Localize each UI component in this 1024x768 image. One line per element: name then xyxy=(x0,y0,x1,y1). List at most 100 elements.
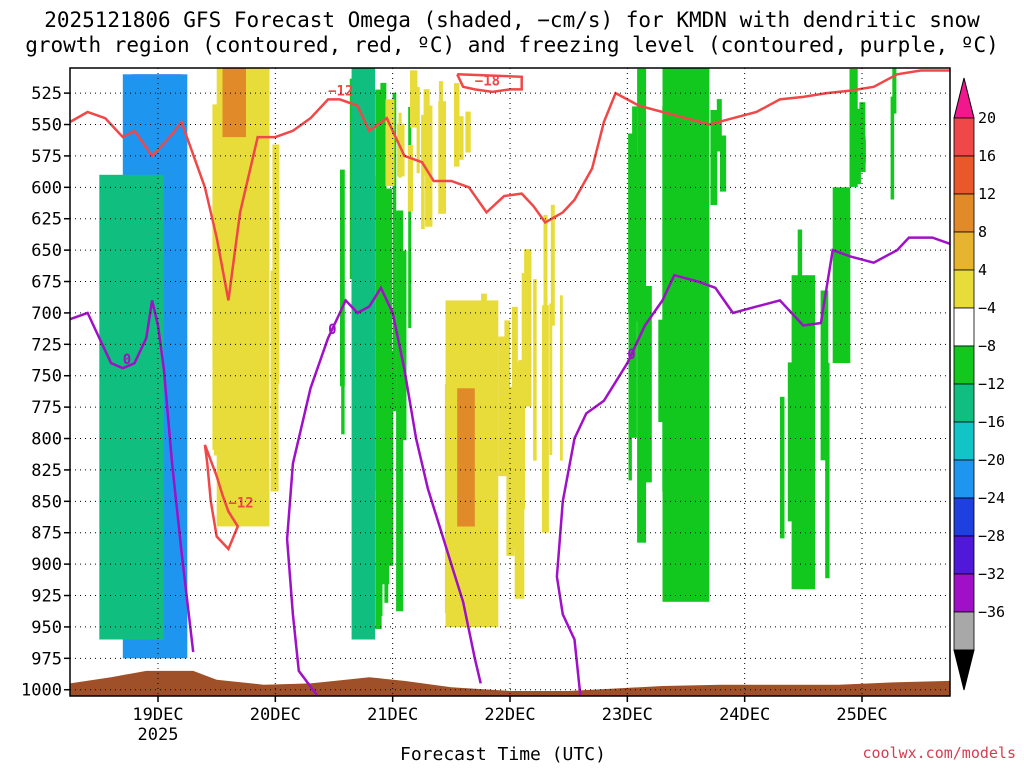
colorbar-label: −24 xyxy=(978,489,1005,507)
y-tick-label: 975 xyxy=(31,649,62,669)
colorbar-swatch xyxy=(953,307,975,347)
y-tick-label: 700 xyxy=(31,304,62,324)
omega-streak xyxy=(521,273,525,439)
omega-streak xyxy=(392,92,397,412)
dgz-contour xyxy=(70,69,950,301)
colorbar-label: −4 xyxy=(978,299,996,317)
omega-streak xyxy=(375,89,382,630)
y-tick-label: 725 xyxy=(31,335,62,355)
colorbar-swatch xyxy=(953,421,975,461)
omega-streak xyxy=(423,89,430,176)
colorbar-label: −28 xyxy=(978,527,1005,545)
omega-streak xyxy=(272,144,280,384)
colorbar-bottom-arrow xyxy=(953,649,975,691)
y-tick-label: 900 xyxy=(31,555,62,575)
omega-streak xyxy=(859,102,866,143)
omega-streak xyxy=(628,150,632,481)
omega-streak xyxy=(438,81,443,203)
omega-streak xyxy=(340,169,345,387)
omega-streak xyxy=(628,133,634,314)
colorbar-label: −20 xyxy=(978,451,1005,469)
colorbar-top-arrow xyxy=(953,77,975,119)
x-axis-title: Forecast Time (UTC) xyxy=(400,744,606,765)
colorbar-swatch xyxy=(953,497,975,537)
omega-streak xyxy=(498,336,508,477)
omega-streak xyxy=(787,362,795,522)
omega-streak xyxy=(858,136,866,172)
omega-streak xyxy=(780,396,785,539)
omega-streak xyxy=(506,386,515,556)
omega-streak xyxy=(862,140,866,163)
colorbar-label: −12 xyxy=(978,375,1005,393)
colorbar-swatch xyxy=(953,345,975,385)
omega-streak xyxy=(385,99,395,186)
omega-streak xyxy=(637,68,647,543)
dgz-contour xyxy=(456,73,523,94)
omega-region xyxy=(457,388,475,527)
omega-streak xyxy=(270,270,279,492)
omega-streak xyxy=(542,305,549,533)
x-tick-label: 22DEC xyxy=(484,705,535,725)
omega-region xyxy=(662,68,710,602)
colorbar-swatch xyxy=(953,269,975,309)
y-tick-label: 550 xyxy=(31,116,62,136)
omega-streak xyxy=(550,204,555,326)
omega-streak xyxy=(349,78,353,279)
omega-streak xyxy=(820,290,829,461)
omega-streak xyxy=(421,114,425,229)
freezing-contour-label: 0 xyxy=(123,352,131,368)
colorbar-swatch xyxy=(953,117,975,157)
omega-streak xyxy=(212,104,221,450)
y-tick-label: 875 xyxy=(31,524,62,544)
colorbar-label: 20 xyxy=(978,109,996,127)
omega-streak xyxy=(459,116,464,160)
omega-region xyxy=(216,68,270,527)
omega-region xyxy=(791,275,816,590)
y-tick-label: 1000 xyxy=(21,681,62,701)
omega-streak xyxy=(560,295,563,461)
omega-streak xyxy=(533,279,537,461)
omega-streak xyxy=(710,110,718,205)
omega-streak xyxy=(658,319,664,422)
y-tick-label: 950 xyxy=(31,618,62,638)
colorbar-label: 16 xyxy=(978,147,996,165)
omega-streak xyxy=(549,303,553,456)
omega-streak xyxy=(716,99,722,152)
y-tick-label: 925 xyxy=(31,587,62,607)
omega-streak xyxy=(645,286,652,483)
omega-streak xyxy=(890,96,895,200)
chart-title-line-2: growth region (contoured, red, ºC) and f… xyxy=(25,33,999,57)
colorbar-swatch xyxy=(953,193,975,233)
y-tick-label: 750 xyxy=(31,367,62,387)
omega-streak xyxy=(385,350,394,566)
dgz-contour-label: −12 xyxy=(228,495,253,511)
y-tick-label: 650 xyxy=(31,241,62,261)
x-tick-label: 24DEC xyxy=(719,705,770,725)
colorbar-swatch xyxy=(953,573,975,613)
omega-streak xyxy=(857,108,861,185)
colorbar-swatch xyxy=(953,535,975,575)
omega-streak xyxy=(825,362,830,579)
y-tick-label: 675 xyxy=(31,273,62,293)
omega-region xyxy=(351,68,376,640)
colorbar-label: −8 xyxy=(978,337,996,355)
omega-streak xyxy=(524,249,532,407)
omega-region xyxy=(99,174,164,640)
omega-streak xyxy=(465,111,471,153)
y-tick-label: 775 xyxy=(31,398,62,418)
freezing-contour-label: 0 xyxy=(627,347,635,363)
omega-streak xyxy=(504,320,511,436)
freezing-level-contour xyxy=(285,285,482,696)
colorbar-label: −32 xyxy=(978,565,1005,583)
y-tick-label: 600 xyxy=(31,178,62,198)
colorbar-label: 4 xyxy=(978,261,987,279)
colorbar-label: 12 xyxy=(978,185,996,203)
colorbar-label: 8 xyxy=(978,223,987,241)
colorbar-swatch xyxy=(953,459,975,499)
x-tick-label: 20DEC xyxy=(250,705,301,725)
omega-region xyxy=(222,68,246,138)
omega-streak xyxy=(410,70,418,128)
y-tick-label: 625 xyxy=(31,210,62,230)
omega-streak xyxy=(892,68,897,114)
